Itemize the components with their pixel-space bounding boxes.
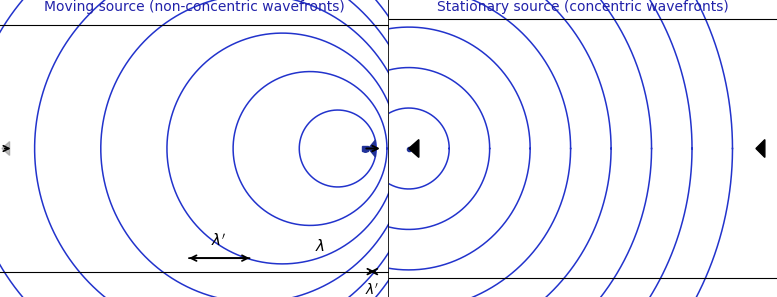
Text: $\lambda'$: $\lambda'$ — [365, 283, 380, 297]
Polygon shape — [409, 140, 419, 157]
Text: Stationary source (concentric wavefronts): Stationary source (concentric wavefronts… — [437, 0, 729, 14]
Text: Moving source (non-concentric wavefronts): Moving source (non-concentric wavefronts… — [44, 0, 345, 14]
Text: $\lambda$: $\lambda$ — [315, 238, 325, 254]
Polygon shape — [368, 140, 375, 157]
Polygon shape — [2, 142, 9, 155]
Text: $\lambda'$: $\lambda'$ — [211, 232, 227, 249]
Bar — [362, 146, 368, 151]
Polygon shape — [756, 140, 765, 157]
